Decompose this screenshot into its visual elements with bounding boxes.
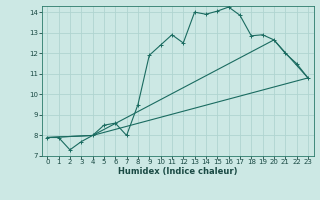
X-axis label: Humidex (Indice chaleur): Humidex (Indice chaleur) xyxy=(118,167,237,176)
